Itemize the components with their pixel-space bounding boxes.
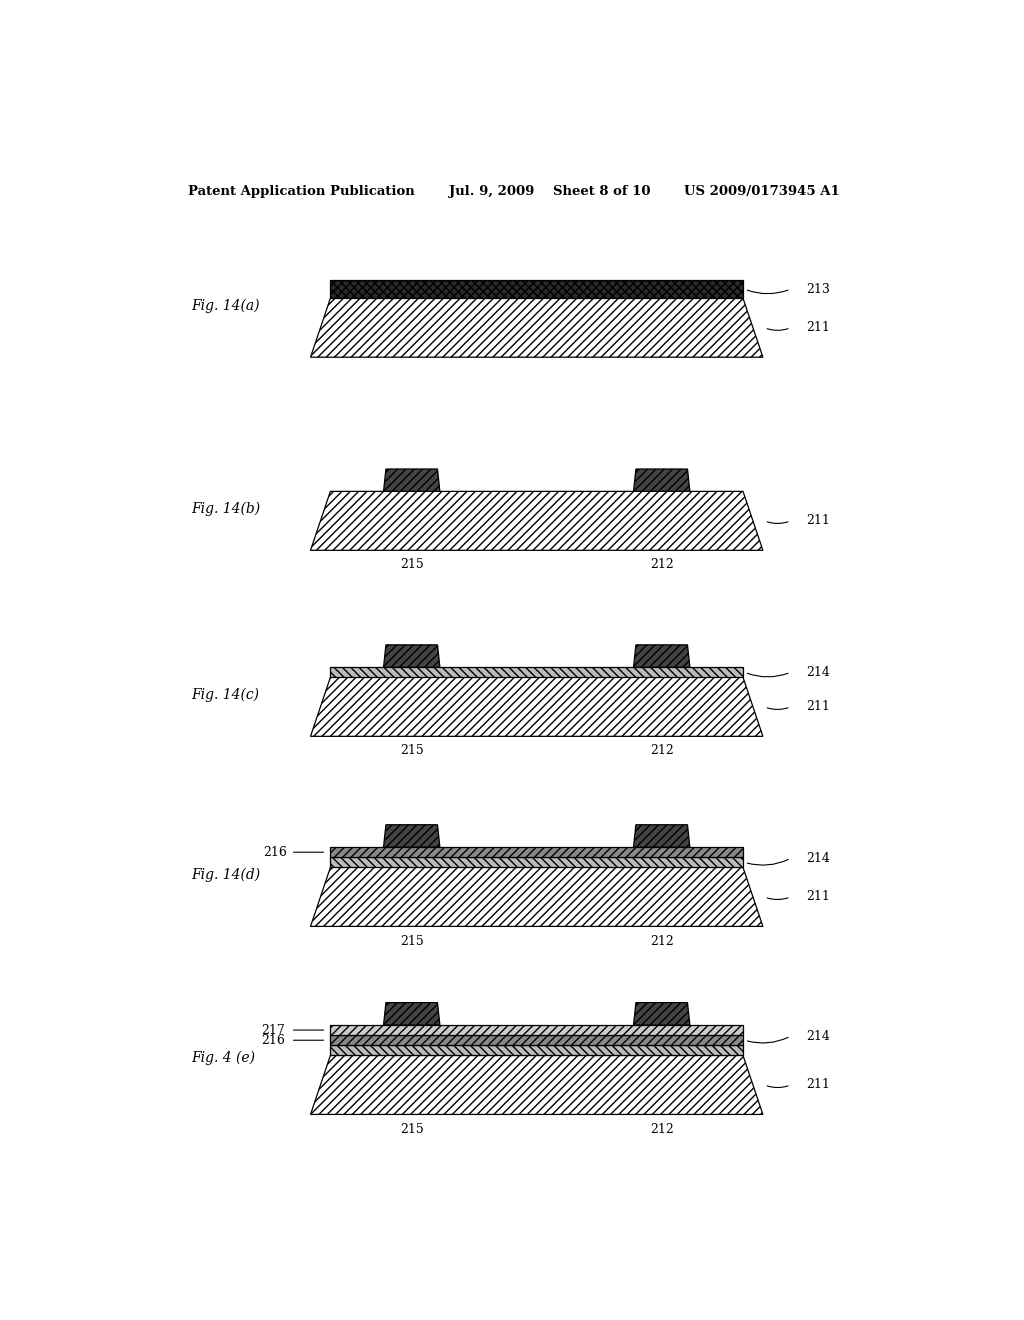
Polygon shape — [331, 1026, 743, 1035]
Text: Fig. 4 (e): Fig. 4 (e) — [191, 1051, 256, 1065]
Text: Sheet 8 of 10: Sheet 8 of 10 — [553, 185, 650, 198]
Polygon shape — [310, 867, 763, 927]
Text: 211: 211 — [807, 891, 830, 903]
Text: 214: 214 — [807, 665, 830, 678]
Polygon shape — [331, 667, 743, 677]
Text: 212: 212 — [650, 935, 674, 948]
Polygon shape — [384, 645, 440, 667]
Text: 216: 216 — [261, 1034, 285, 1047]
Polygon shape — [331, 847, 743, 857]
Text: Fig. 14(c): Fig. 14(c) — [191, 688, 259, 702]
Polygon shape — [331, 1045, 743, 1056]
Polygon shape — [634, 1003, 690, 1026]
Text: 212: 212 — [650, 744, 674, 758]
Text: 212: 212 — [650, 1122, 674, 1135]
Text: 211: 211 — [807, 1078, 830, 1092]
Polygon shape — [310, 298, 763, 358]
Text: 211: 211 — [807, 321, 830, 334]
Polygon shape — [310, 677, 763, 737]
Polygon shape — [634, 825, 690, 847]
Text: US 2009/0173945 A1: US 2009/0173945 A1 — [684, 185, 840, 198]
Polygon shape — [634, 469, 690, 491]
Polygon shape — [331, 280, 743, 298]
Polygon shape — [384, 469, 440, 491]
Text: 211: 211 — [807, 701, 830, 713]
Text: Patent Application Publication: Patent Application Publication — [187, 185, 415, 198]
Text: 215: 215 — [399, 1122, 424, 1135]
Text: 215: 215 — [399, 744, 424, 758]
Polygon shape — [634, 645, 690, 667]
Text: Fig. 14(a): Fig. 14(a) — [191, 298, 260, 313]
Polygon shape — [310, 491, 763, 550]
Polygon shape — [331, 857, 743, 867]
Text: 212: 212 — [650, 558, 674, 572]
Text: 215: 215 — [399, 558, 424, 572]
Text: 214: 214 — [807, 1030, 830, 1043]
Polygon shape — [331, 1035, 743, 1045]
Text: 216: 216 — [263, 846, 287, 859]
Text: 213: 213 — [807, 282, 830, 296]
Text: 215: 215 — [399, 935, 424, 948]
Text: 214: 214 — [807, 851, 830, 865]
Text: Jul. 9, 2009: Jul. 9, 2009 — [450, 185, 535, 198]
Text: 217: 217 — [261, 1023, 285, 1036]
Text: Fig. 14(d): Fig. 14(d) — [191, 867, 261, 882]
Text: 211: 211 — [807, 515, 830, 528]
Polygon shape — [310, 1056, 763, 1114]
Text: Fig. 14(b): Fig. 14(b) — [191, 502, 261, 516]
Polygon shape — [384, 1003, 440, 1026]
Polygon shape — [384, 825, 440, 847]
